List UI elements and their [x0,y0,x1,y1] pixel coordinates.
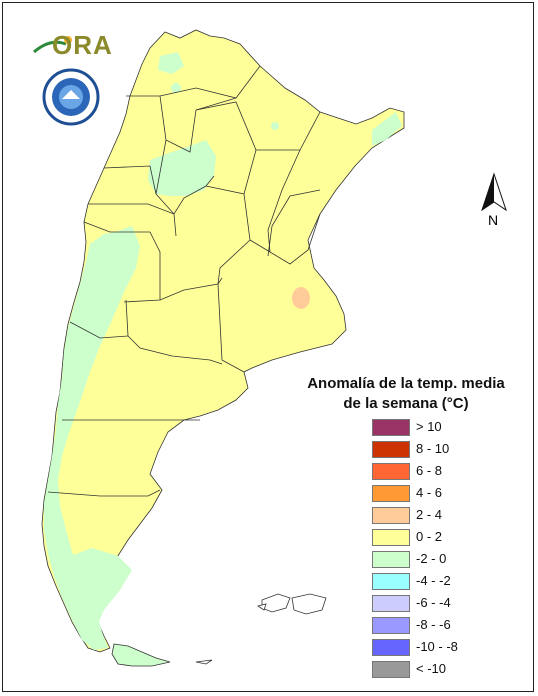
legend-label: 2 - 4 [416,507,443,522]
legend-swatch [372,441,410,458]
legend-label: -10 - -8 [416,639,458,654]
legend-title: Anomalía de la temp. media de la semana … [296,374,516,414]
legend-swatch [372,595,410,612]
legend-swatch [372,661,410,678]
legend-swatch [372,573,410,590]
anomaly-area-patagonia-coast [58,548,132,640]
legend-swatch [372,463,410,480]
legend-label: 8 - 10 [416,441,450,456]
legend-swatch [372,419,410,436]
isla-estados [195,659,213,665]
ora-logo-text: ORA [52,30,113,60]
anomaly-spot-north [171,83,181,93]
anomaly-area-cuyo [100,246,126,290]
legend-label: > 10 [416,419,442,434]
north-arrow-icon [481,172,507,212]
legend-label: -4 - -2 [416,573,451,588]
legend-swatch [372,485,410,502]
legend-swatch [372,617,410,634]
legend-swatch [372,507,410,524]
province-borders [47,65,321,497]
anomaly-area-north [158,52,184,74]
legend-label: -2 - 0 [416,551,447,566]
anomaly-spot-chaco [271,122,279,130]
anomaly-spot-buenos-aires [292,287,310,309]
north-label: N [488,212,499,228]
legend-label: 4 - 6 [416,485,443,500]
legend-title-line1: Anomalía de la temp. media [307,375,505,392]
anomaly-area-northwest [148,140,216,196]
legend-title-line2: de la semana (°C) [343,395,469,412]
ora-logo [33,36,72,54]
anomaly-area-ne-tip [372,112,402,146]
legend-label: < -10 [416,661,446,676]
legend-label: -8 - -6 [416,617,451,632]
legend-swatch [372,639,410,656]
anomaly-area-west-andes [44,226,140,650]
smn-seal-icon [42,68,100,126]
malvinas-islands [257,593,327,615]
tierra-del-fuego [111,643,171,667]
legend-label: 6 - 8 [416,463,443,478]
legend-label: 0 - 2 [416,529,443,544]
legend-swatch [372,551,410,568]
argentina-mainland [41,29,405,653]
legend-swatch [372,529,410,546]
legend-label: -6 - -4 [416,595,451,610]
